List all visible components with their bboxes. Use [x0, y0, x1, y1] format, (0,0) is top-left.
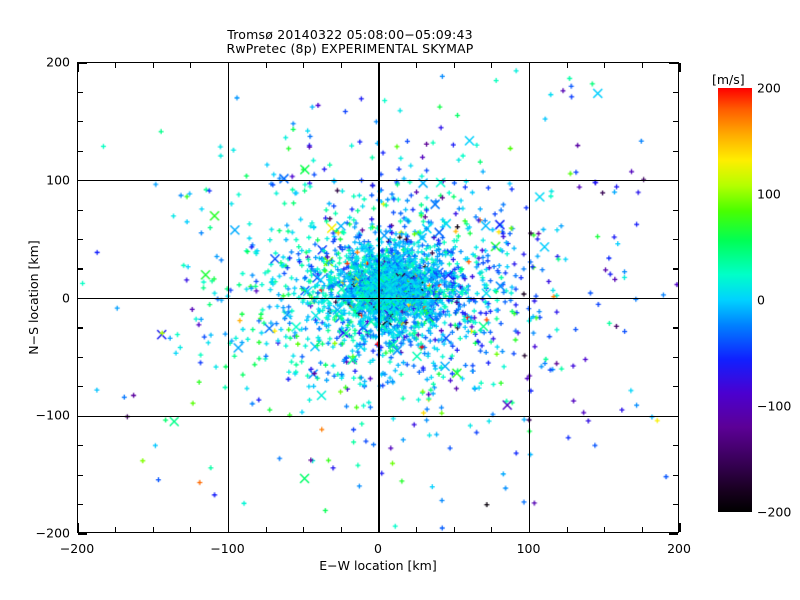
minor-tick [673, 327, 678, 329]
minor-tick [673, 209, 678, 211]
colorbar-gradient [718, 88, 752, 512]
y-tick-label: 200 [46, 54, 70, 70]
minor-tick [673, 474, 678, 476]
x-axis-label: E−W location [km] [319, 558, 437, 573]
major-tick [78, 415, 87, 417]
minor-tick [673, 356, 678, 358]
title-line-2: RwPretec (8p) EXPERIMENTAL SKYMAP [226, 41, 474, 56]
colorbar-tick-label: 200 [757, 80, 781, 96]
minor-tick [566, 63, 568, 68]
minor-tick [673, 121, 678, 123]
x-tick-label: 0 [374, 541, 382, 556]
major-tick [78, 180, 87, 182]
minor-tick [78, 121, 83, 123]
major-tick [227, 523, 230, 532]
minor-tick [265, 63, 267, 68]
minor-tick [78, 356, 83, 358]
gridline-vertical [378, 63, 380, 532]
minor-tick [78, 474, 83, 476]
minor-tick [566, 527, 568, 532]
minor-tick [604, 63, 606, 68]
minor-tick [673, 239, 678, 241]
y-tick-label: −200 [35, 525, 70, 541]
major-tick [378, 63, 380, 72]
x-tick-label: 100 [516, 541, 541, 556]
minor-tick [78, 150, 83, 152]
major-tick [528, 63, 531, 72]
minor-tick [303, 527, 305, 532]
minor-tick [265, 527, 267, 532]
colorbar-tick-label: −200 [757, 504, 792, 520]
minor-tick [190, 527, 192, 532]
major-tick [669, 297, 678, 300]
minor-tick [340, 527, 342, 532]
major-tick [77, 63, 79, 72]
y-tick-label: 100 [46, 172, 70, 188]
title-line-1: Tromsø 20140322 05:08:00−05:09:43 [227, 27, 473, 42]
minor-tick [78, 239, 83, 241]
gridline-vertical [528, 63, 531, 532]
minor-tick [673, 503, 678, 506]
minor-tick [78, 503, 83, 506]
major-tick [227, 63, 230, 72]
minor-tick [78, 91, 83, 94]
scatter-plot-canvas [78, 63, 678, 532]
minor-tick [673, 445, 678, 447]
minor-tick [673, 91, 678, 94]
plot-area [77, 62, 681, 535]
major-tick [669, 62, 678, 64]
minor-tick [416, 527, 418, 532]
major-tick [78, 533, 87, 535]
y-tick-label: 0 [62, 290, 70, 305]
minor-tick [340, 63, 342, 68]
x-tick-label: 200 [667, 541, 691, 556]
major-tick [679, 523, 681, 532]
minor-tick [190, 63, 192, 68]
minor-tick [453, 527, 455, 532]
y-tick-label: −100 [35, 407, 70, 423]
gridline-vertical [227, 63, 230, 532]
minor-tick [152, 63, 154, 68]
minor-tick [115, 527, 117, 532]
minor-tick [416, 63, 418, 68]
major-tick [669, 533, 678, 535]
major-tick [669, 180, 678, 182]
minor-tick [78, 268, 83, 270]
minor-tick [78, 445, 83, 447]
minor-tick [641, 63, 643, 68]
minor-tick [673, 150, 678, 152]
minor-tick [491, 527, 493, 532]
gridline-horizontal [78, 415, 678, 417]
minor-tick [78, 209, 83, 211]
minor-tick [491, 63, 493, 68]
x-tick-label: −200 [59, 541, 95, 556]
minor-tick [303, 63, 305, 68]
minor-tick [604, 527, 606, 532]
minor-tick [78, 327, 83, 329]
gridline-horizontal [78, 297, 678, 300]
colorbar-tick-label: 100 [757, 186, 781, 202]
x-tick-label: −100 [210, 541, 245, 556]
colorbar [718, 88, 752, 512]
major-tick [77, 523, 79, 532]
minor-tick [673, 268, 678, 270]
colorbar-tick-label: 0 [757, 292, 765, 308]
major-tick [528, 523, 531, 532]
colorbar-unit-label: [m/s] [712, 72, 745, 87]
colorbar-tick-label: −100 [757, 398, 792, 414]
major-tick [679, 63, 681, 72]
major-tick [78, 297, 87, 300]
minor-tick [641, 527, 643, 532]
major-tick [378, 523, 380, 532]
major-tick [78, 62, 87, 64]
y-axis-label: N−S location [km] [26, 240, 41, 355]
minor-tick [115, 63, 117, 68]
gridline-horizontal [78, 180, 678, 182]
minor-tick [673, 386, 678, 388]
minor-tick [453, 63, 455, 68]
major-tick [669, 415, 678, 417]
minor-tick [152, 527, 154, 532]
chart-title: Tromsø 20140322 05:08:00−05:09:43 RwPret… [0, 28, 700, 56]
minor-tick [78, 386, 83, 388]
